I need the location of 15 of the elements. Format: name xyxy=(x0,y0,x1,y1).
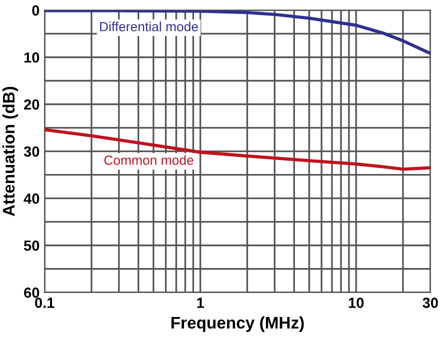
x-tick-label: 1 xyxy=(197,298,204,308)
y-tick-label: 10 xyxy=(24,52,40,63)
y-axis-title: Attenuation (dB) xyxy=(2,86,18,216)
series-label: Differential mode xyxy=(100,22,198,32)
series-label: Common mode xyxy=(104,155,194,165)
y-tick-label: 20 xyxy=(24,99,40,110)
y-tick-label: 50 xyxy=(24,240,40,251)
y-tick-label: 30 xyxy=(24,146,40,157)
y-tick-label: 0 xyxy=(32,5,40,16)
y-tick-label: 60 xyxy=(24,288,40,298)
x-tick-label: 30 xyxy=(422,298,438,308)
x-axis-title: Frequency (MHz) xyxy=(171,316,304,332)
y-tick-label: 40 xyxy=(24,193,40,204)
x-tick-label: 10 xyxy=(348,298,364,308)
x-tick-label: 0.1 xyxy=(35,298,54,308)
